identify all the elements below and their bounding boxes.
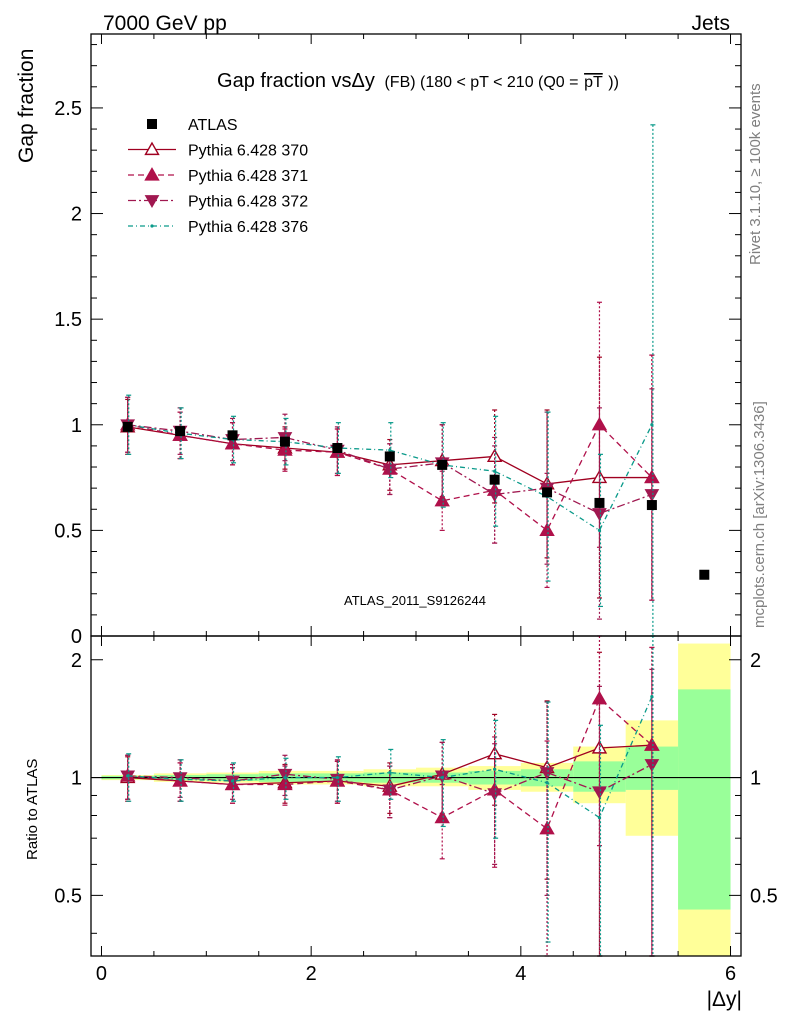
ratio-data-point: [230, 779, 235, 783]
atlas-data-point: [384, 451, 395, 462]
ratio-y-tick-label-right: 2: [750, 650, 761, 672]
x-axis-label: |Δy|: [707, 988, 742, 1011]
title-end: )): [608, 74, 619, 91]
ratio-series-line: [127, 696, 653, 819]
main-panel: 0 0.5 1 1.5 2 2.5: [54, 33, 742, 648]
main-data-point: [597, 528, 602, 532]
legend-label: Pythia 6.428 371: [188, 168, 308, 185]
legend-entry: Pythia 6.428 370: [128, 141, 308, 160]
y-tick-label: 0: [71, 626, 82, 648]
ratio-data-point: [591, 690, 608, 705]
ratio-data-point: [126, 774, 130, 778]
header-left: 7000 GeV pp: [103, 12, 227, 35]
x-tick-label: 0: [96, 963, 107, 985]
atlas-data-series: [122, 421, 710, 580]
legend-marker: [147, 119, 157, 129]
x-tick-label: 2: [306, 963, 317, 985]
ratio-y-axis-label: Ratio to ATLAS: [24, 759, 41, 860]
ratio-data-point: [178, 777, 182, 781]
legend-entry: Pythia 6.428 372: [128, 194, 308, 211]
legend-marker: [150, 224, 154, 228]
y-tick-label: 1.5: [54, 309, 82, 331]
rivet-version-label: Rivet 3.1.10, ≥ 100k events: [747, 83, 764, 265]
ratio-y-tick-label: 1: [71, 768, 82, 790]
atlas-data-point: [699, 569, 710, 580]
main-series-2: [120, 388, 660, 620]
ratio-data-point: [277, 768, 293, 782]
ratio-data-point: [592, 786, 607, 800]
legend-label: Pythia 6.428 370: [188, 143, 308, 160]
atlas-data-point: [646, 500, 657, 511]
atlas-data-point: [489, 474, 500, 485]
atlas-data-point: [594, 497, 605, 508]
atlas-data-point: [175, 426, 186, 437]
title-main: Gap fraction vsΔy: [217, 70, 375, 92]
main-series-line: [127, 424, 653, 532]
main-data-point: [388, 448, 392, 452]
legend-entry: ATLAS: [147, 117, 238, 134]
legend-label: Pythia 6.428 376: [188, 219, 308, 236]
ratio-y-tick-label-right: 1: [750, 768, 761, 790]
y-axis-label: Gap fraction: [15, 49, 38, 163]
ratio-data-point: [382, 784, 398, 798]
mcplots-reference-label: mcplots.cern.ch [arXiv:1306.3436]: [751, 401, 768, 628]
ratio-data-point: [335, 775, 339, 780]
ratio-data-point: [597, 816, 602, 820]
svg-text:Gap fraction vsΔy (FB) (: Gap fraction vsΔy (FB) (180 < pT < 210 (…: [217, 70, 619, 92]
ratio-y-tick-label: 2: [71, 650, 82, 672]
x-tick-label: 4: [515, 963, 526, 985]
main-data-point: [493, 469, 497, 473]
analysis-watermark: ATLAS_2011_S9126244: [344, 593, 486, 608]
ratio-data-point: [644, 759, 660, 772]
legend-label: Pythia 6.428 372: [188, 194, 308, 211]
main-data-point: [644, 489, 660, 502]
legend-label: ATLAS: [188, 117, 238, 134]
ratio-data-point: [283, 775, 287, 780]
main-data-point: [650, 423, 654, 427]
header-right: Jets: [691, 12, 730, 35]
legend-entry: Pythia 6.428 376: [128, 219, 308, 236]
ratio-data-point: [650, 695, 654, 699]
ratio-data-point: [388, 770, 392, 775]
legend-entry: Pythia 6.428 371: [128, 167, 308, 185]
title-sub: (FB) (180 < pT < 210 (Q0 =: [384, 74, 578, 91]
atlas-data-point: [332, 443, 343, 454]
ratio-uncertainty-bands: [101, 643, 731, 956]
y-tick-label: 2: [71, 204, 82, 226]
atlas-data-point: [279, 436, 290, 447]
ratio-panel: 0.5 0.5 1 1 2 2: [54, 635, 778, 957]
legend: ATLAS Pythia 6.428 370 Pythia 6.428 371 Pyt…: [128, 117, 308, 236]
y-tick-label: 2.5: [54, 98, 82, 120]
y-tick-label: 0.5: [54, 520, 82, 542]
legend-marker: [144, 141, 160, 156]
main-data-point: [434, 492, 450, 507]
atlas-data-point: [542, 487, 553, 498]
atlas-data-point: [227, 430, 238, 441]
ratio-data-point: [440, 775, 444, 780]
green-band-bin: [678, 689, 731, 910]
atlas-data-point: [437, 459, 448, 470]
title-q0: pT: [584, 74, 603, 91]
legend-marker: [144, 195, 160, 209]
ratio-y-tick-label: 0.5: [54, 885, 82, 907]
x-tick-label: 6: [725, 963, 736, 985]
ratio-data-point: [545, 781, 549, 785]
main-data-point: [487, 489, 502, 502]
atlas-data-point: [122, 421, 133, 432]
ratio-data-point: [487, 788, 502, 802]
main-data-point: [382, 463, 398, 477]
y-tick-label: 1: [71, 415, 82, 437]
ratio-data-point: [539, 767, 555, 781]
ratio-y-tick-label-right: 0.5: [750, 885, 778, 907]
main-data-point: [592, 508, 607, 521]
chart-title: Gap fraction vsΔy (FB) (180 < pT < 210 (…: [217, 70, 619, 92]
legend-marker: [144, 167, 160, 181]
ratio-series-3: [126, 635, 656, 957]
ratio-data-point: [493, 767, 497, 771]
ratio-data-point: [434, 809, 450, 824]
